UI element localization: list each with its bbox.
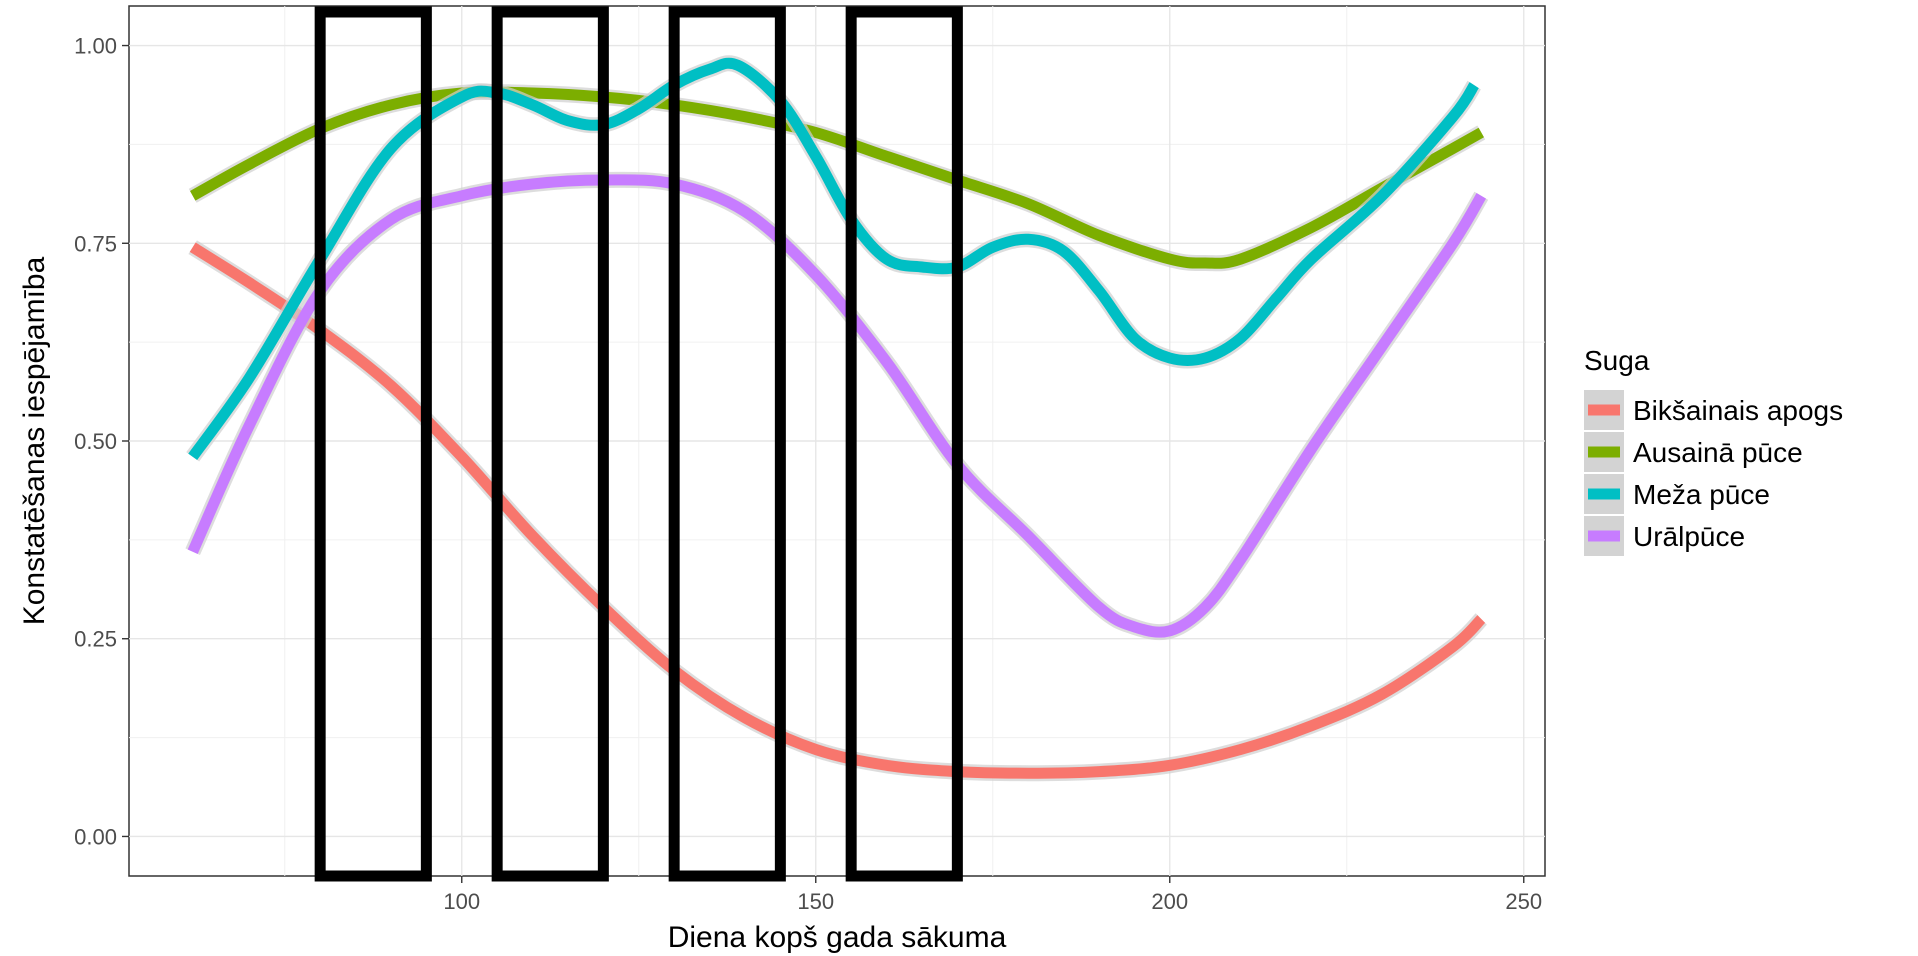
- grid-major: [129, 6, 1545, 876]
- series-line-ausaina-puce: [190, 86, 1485, 269]
- legend-items: Bikšainais apogs Ausainā pūce Meža pūce Urā…: [1584, 390, 1843, 556]
- series-line-biksainais-apogs: [189, 242, 1486, 779]
- x-axis-ticks: 100 150 200 250: [443, 876, 1542, 914]
- highlight-box-4: [845, 6, 963, 882]
- series-layer: [185, 55, 1489, 782]
- highlight-box-2: [491, 6, 609, 882]
- x-tick-label: 150: [797, 889, 834, 914]
- y-axis-title: Konstatēšanas iespējamība: [18, 256, 51, 625]
- y-tick-label: 0.00: [74, 824, 117, 849]
- legend-title: Suga: [1584, 345, 1650, 376]
- x-axis-title: Diena kopš gada sākuma: [668, 921, 1007, 954]
- y-axis-ticks: 0.00 0.25 0.50 0.75 1.00: [74, 34, 129, 849]
- legend-label-ausaina-puce: Ausainā pūce: [1633, 437, 1803, 468]
- x-tick-label: 200: [1151, 889, 1188, 914]
- legend: Suga Bikšainais apogs Ausainā pūce Meža pū…: [1584, 345, 1843, 556]
- legend-label-meza-puce: Meža pūce: [1633, 479, 1770, 510]
- y-tick-label: 0.50: [74, 429, 117, 454]
- x-tick-label: 100: [443, 889, 480, 914]
- x-tick-label: 250: [1505, 889, 1542, 914]
- y-tick-label: 0.25: [74, 627, 117, 652]
- legend-label-uralpuce: Urālpūce: [1633, 521, 1745, 552]
- y-tick-label: 0.75: [74, 231, 117, 256]
- highlight-boxes: [314, 6, 963, 882]
- highlight-box-3: [668, 6, 786, 882]
- highlight-box-1: [314, 6, 432, 882]
- legend-label-biksainais-apogs: Bikšainais apogs: [1633, 395, 1843, 426]
- y-tick-label: 1.00: [74, 34, 117, 59]
- series-line-uralpuce: [187, 174, 1487, 638]
